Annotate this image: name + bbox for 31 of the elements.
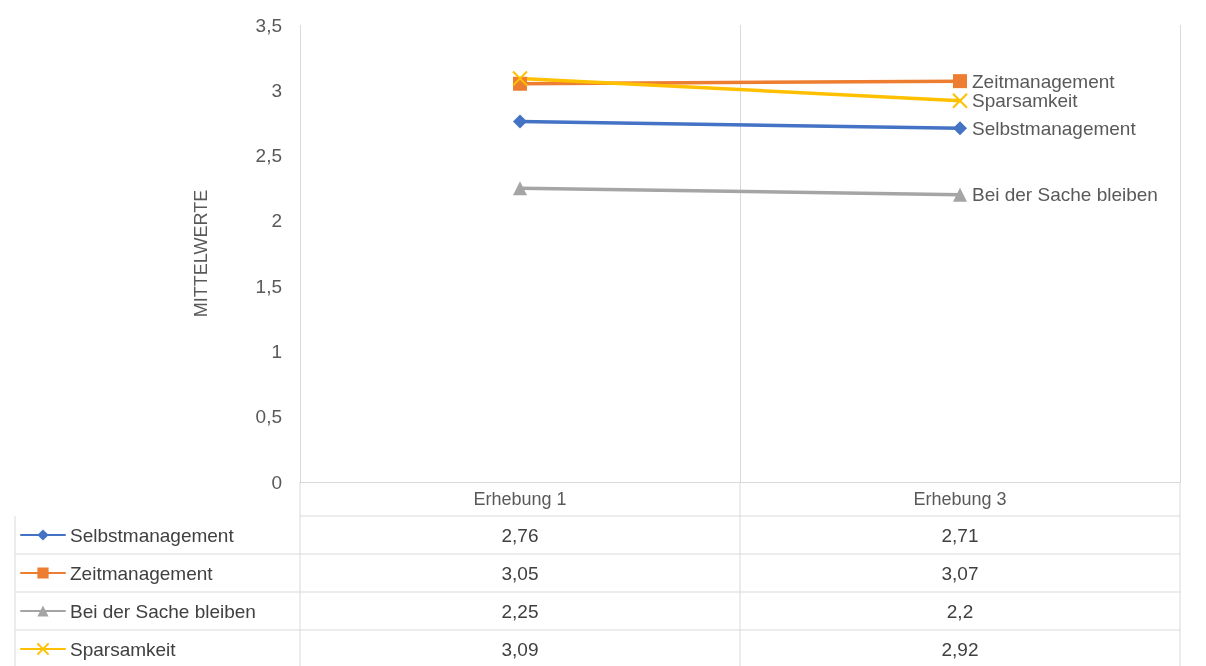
text: Bei der Sache bleiben xyxy=(972,184,1158,206)
y-tick-label: 2 xyxy=(271,210,282,232)
y-tick-label: 0 xyxy=(271,471,282,493)
point xyxy=(953,74,967,89)
legend-label: Bei der Sache bleiben xyxy=(70,600,256,622)
x-tick-label: Erhebung 3 xyxy=(913,489,1007,509)
y-tick-label: 1 xyxy=(271,340,282,362)
legend-label: Sparsamkeit xyxy=(70,638,177,660)
data-label: 3,07 xyxy=(941,562,979,584)
data-label: 2,25 xyxy=(501,600,539,622)
y-tick-label: 2,5 xyxy=(255,145,282,167)
point xyxy=(952,92,968,109)
y-axis-title: MITTELWERTE xyxy=(191,189,211,318)
y-tick-label: 3 xyxy=(271,79,282,101)
data-label: 2,2 xyxy=(946,600,974,622)
y-tick-label: 0,5 xyxy=(255,406,282,428)
text: Selbstmanagement xyxy=(972,117,1136,139)
text: Zeitmanagement xyxy=(972,70,1115,92)
legend-label: Zeitmanagement xyxy=(70,562,214,584)
data-label: 2,71 xyxy=(941,524,979,546)
data-label: 3,05 xyxy=(501,562,539,584)
x-tick-label: Erhebung 1 xyxy=(473,489,567,509)
point xyxy=(513,114,527,129)
data-label: 2,76 xyxy=(501,524,539,546)
point xyxy=(512,70,528,87)
y-tick-label: 3,5 xyxy=(255,14,282,36)
point xyxy=(953,121,967,136)
data-label: 3,09 xyxy=(501,638,539,660)
data-label: 2,92 xyxy=(941,638,979,660)
y-tick-label: 1,5 xyxy=(255,275,282,297)
legend-label: Selbstmanagement xyxy=(70,524,235,546)
